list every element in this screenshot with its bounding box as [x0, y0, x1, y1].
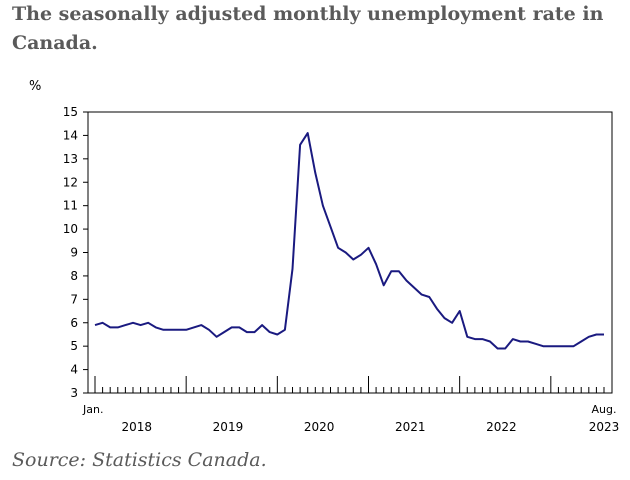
- y-tick-label: 14: [63, 128, 78, 142]
- x-axis-year-labels: 2018 2019 2020 2021 2022 2023: [122, 420, 620, 434]
- x-axis-ticks: [94, 376, 605, 393]
- y-axis-unit-label: %: [29, 79, 41, 94]
- y-tick-label: 9: [70, 246, 78, 260]
- y-tick-label: 3: [70, 386, 78, 400]
- y-tick-label: 5: [70, 339, 78, 353]
- line-chart: % 3 4 5 6 7 8 9 10 11 12 13 14 15 Jan. Aug. 2018 2019…: [29, 79, 620, 434]
- y-tick-label: 4: [70, 363, 78, 377]
- x-year-label: 2023: [589, 420, 620, 434]
- x-year-label: 2022: [486, 420, 517, 434]
- y-tick-label: 15: [63, 105, 78, 119]
- x-axis-start-label: Jan.: [82, 403, 103, 416]
- y-tick-label: 11: [63, 199, 78, 213]
- y-tick-label: 6: [70, 316, 78, 330]
- x-year-label: 2020: [304, 420, 335, 434]
- plot-frame: [87, 111, 613, 394]
- y-tick-label: 8: [70, 269, 78, 283]
- x-year-label: 2019: [213, 420, 244, 434]
- source-note: Source: Statistics Canada.: [12, 449, 267, 471]
- x-year-label: 2018: [122, 420, 153, 434]
- y-tick-label: 13: [63, 152, 78, 166]
- y-tick-label: 12: [63, 175, 78, 189]
- x-year-label: 2021: [395, 420, 426, 434]
- y-tick-label: 7: [70, 292, 78, 306]
- x-axis-end-label: Aug.: [592, 403, 617, 416]
- unemployment-rate-line: [94, 132, 604, 350]
- chart-title: The seasonally adjusted monthly unemploy…: [12, 3, 604, 54]
- y-tick-label: 10: [63, 222, 78, 236]
- y-axis-ticks: 3 4 5 6 7 8 9 10 11 12 13 14 15: [63, 105, 88, 400]
